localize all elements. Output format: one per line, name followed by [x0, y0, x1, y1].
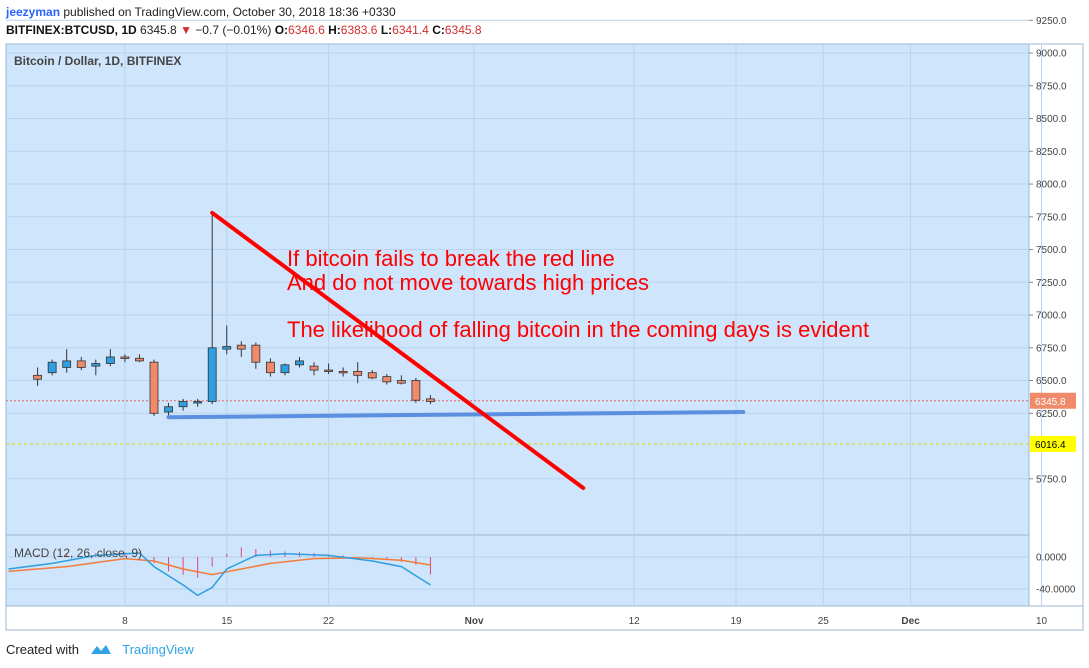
- tradingview-link[interactable]: TradingView: [122, 642, 194, 657]
- candle: [91, 363, 101, 367]
- annotation-line-2: And do not move towards high prices: [287, 270, 649, 295]
- time-tick-label: 8: [122, 616, 128, 627]
- price-axis[interactable]: [1028, 43, 1084, 607]
- candle: [33, 374, 42, 380]
- macd-indicator: 0.0000 -40.0000: [6, 547, 1076, 597]
- price-tick-label: 9250.0: [1036, 16, 1067, 27]
- time-tick-label: Dec: [901, 616, 920, 627]
- candle: [222, 346, 232, 350]
- price-tick-label: 5750.0: [1036, 474, 1067, 485]
- close-label: C:: [432, 23, 445, 37]
- macd-tick-label: 0.0000: [1036, 553, 1067, 564]
- macd-signal-line: [8, 557, 431, 576]
- grid-lines: [6, 19, 1043, 606]
- drawings[interactable]: [166, 210, 746, 490]
- candle: [309, 365, 319, 371]
- level-badge-label: 6016.4: [1035, 440, 1066, 451]
- open-value: 6346.6: [288, 23, 325, 37]
- last-price-badge-label: 6345.8: [1035, 397, 1066, 408]
- candle: [251, 344, 261, 363]
- time-tick-label: 12: [629, 616, 641, 627]
- annotation-line-3: The likelihood of falling bitcoin in the…: [287, 317, 869, 342]
- candle: [105, 356, 115, 364]
- price-levels: 6345.8 6016.4: [6, 392, 1076, 452]
- symbol-label: BITFINEX:BTCUSD, 1D: [6, 23, 137, 37]
- footer: Created with TradingView: [6, 642, 194, 657]
- candle: [236, 344, 246, 350]
- open-label: O:: [274, 23, 289, 37]
- candle: [164, 406, 173, 413]
- price-change: −0.7 (−0.01%): [195, 23, 272, 37]
- macd-label: MACD (12, 26, close, 9): [14, 546, 142, 560]
- candle: [76, 360, 86, 368]
- macd-line: [8, 552, 431, 597]
- candle: [149, 361, 159, 414]
- resistance-trendline: [210, 210, 586, 490]
- time-tick-label: 15: [221, 616, 233, 627]
- candle: [324, 369, 334, 372]
- candle: [62, 360, 72, 368]
- time-tick-label: 22: [323, 616, 335, 627]
- publish-line: jeezyman published on TradingView.com, O…: [6, 3, 482, 21]
- candle: [47, 361, 57, 374]
- last-price: 6345.8: [140, 23, 177, 37]
- candles: [33, 212, 435, 418]
- low-value: 6341.4: [392, 23, 429, 37]
- time-tick-label: Nov: [465, 616, 484, 627]
- author-link[interactable]: jeezyman: [6, 5, 61, 19]
- price-tick-label: 7750.0: [1036, 212, 1067, 223]
- candle: [135, 357, 144, 362]
- level-badge: [1030, 435, 1076, 452]
- time-tick-label: 10: [1036, 616, 1048, 627]
- candle: [338, 370, 348, 374]
- candle: [426, 398, 435, 402]
- price-tick-label: 8500.0: [1036, 114, 1067, 125]
- price-pane[interactable]: [5, 43, 1030, 536]
- candle: [207, 347, 217, 402]
- price-tick-label: 8000.0: [1036, 180, 1067, 191]
- created-with-label: Created with: [6, 642, 79, 657]
- down-arrow-icon: ▼: [180, 23, 192, 37]
- price-tick-label: 8750.0: [1036, 81, 1067, 92]
- candle: [120, 356, 130, 359]
- publish-info: published on TradingView.com, October 30…: [63, 5, 396, 19]
- macd-tick-label: -40.0000: [1036, 585, 1076, 596]
- price-tick-labels: 9250.0 9000.0 8750.0 8500.0 8250.0 8000.0 7750…: [1036, 16, 1067, 485]
- high-value: 6383.6: [340, 23, 378, 37]
- low-label: L:: [380, 23, 393, 37]
- annotation-line-1: If bitcoin fails to break the red line: [287, 246, 615, 271]
- time-tick-label: 25: [818, 616, 830, 627]
- candle: [382, 376, 392, 383]
- price-chart[interactable]: 9250.0 9000.0 8750.0 8500.0 8250.0 8000.0 7750…: [0, 0, 1089, 640]
- candle: [353, 370, 363, 376]
- candle: [295, 360, 304, 366]
- tradingview-logo-icon: [90, 645, 111, 654]
- candle: [396, 380, 406, 384]
- price-tick-label: 8250.0: [1036, 147, 1067, 158]
- ohlc-line: BITFINEX:BTCUSD, 1D 6345.8 ▼ −0.7 (−0.01…: [6, 21, 482, 39]
- chart-header: jeezyman published on TradingView.com, O…: [6, 3, 482, 39]
- candle: [367, 372, 377, 379]
- time-tick-labels: 8 15 22 Nov 12 19 25 Dec 10: [122, 616, 1047, 627]
- time-tick-label: 19: [730, 616, 742, 627]
- chart-title: Bitcoin / Dollar, 1D, BITFINEX: [14, 54, 181, 68]
- price-tick-label: 7000.0: [1036, 311, 1067, 322]
- price-tick-label: 6500.0: [1036, 376, 1067, 387]
- price-tick-label: 6250.0: [1036, 409, 1067, 420]
- candle: [193, 401, 203, 404]
- close-value: 6345.8: [444, 23, 482, 37]
- price-tick-label: 7500.0: [1036, 245, 1067, 256]
- time-axis[interactable]: [5, 605, 1084, 631]
- candle: [280, 364, 290, 374]
- price-tick-label: 7250.0: [1036, 278, 1067, 289]
- last-price-badge: [1030, 392, 1076, 409]
- high-label: H:: [328, 23, 341, 37]
- macd-pane[interactable]: [5, 534, 1030, 607]
- candle: [265, 361, 275, 374]
- price-tick-label: 9000.0: [1036, 49, 1067, 60]
- candle: [178, 401, 188, 408]
- candle: [411, 380, 421, 401]
- price-tick-label: 6750.0: [1036, 343, 1067, 354]
- support-line: [166, 409, 746, 420]
